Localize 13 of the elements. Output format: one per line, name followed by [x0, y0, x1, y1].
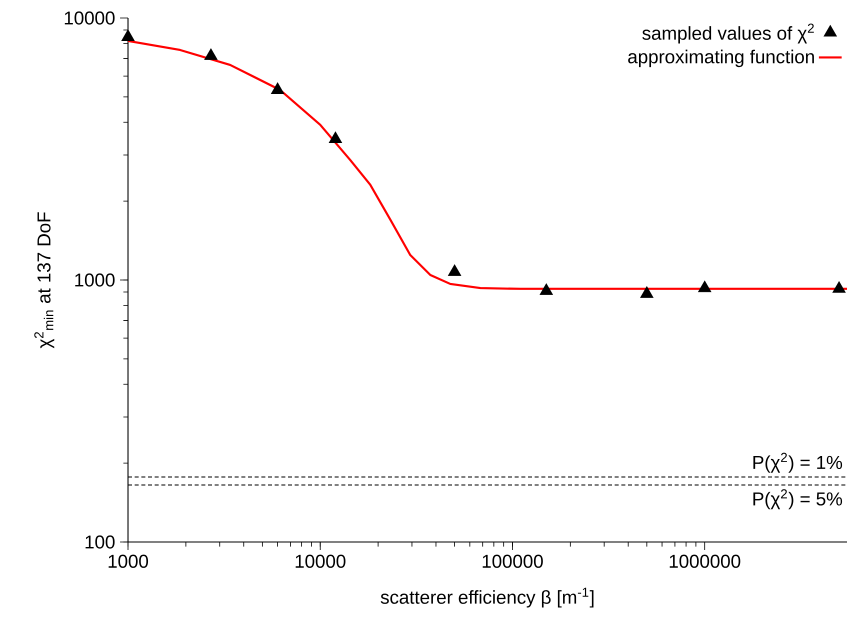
legend-label: approximating function: [628, 50, 814, 68]
x-axis-title: scatterer efficiency β [m$^{-1}$]: [380, 588, 594, 608]
x-tick-label: 100000: [482, 554, 543, 568]
annotation: P(χ$^{2}$) = 1%: [753, 452, 842, 473]
y-tick-label: 10000: [64, 11, 115, 25]
x-tick-label: 10000: [296, 554, 346, 568]
y-tick-label: 1000: [75, 273, 115, 287]
x-tick-label: 1000: [108, 554, 148, 568]
x-tick-label: 1000000: [670, 554, 740, 568]
y-tick-label: 100: [86, 535, 115, 549]
annotation: P(χ$^{2}$) = 5%: [753, 489, 842, 510]
legend-label: sampled values of χ$^{2}$: [642, 24, 814, 44]
y-axis-title: χ$^{2}$$_{min}$ at 137 DoF: [34, 212, 54, 348]
